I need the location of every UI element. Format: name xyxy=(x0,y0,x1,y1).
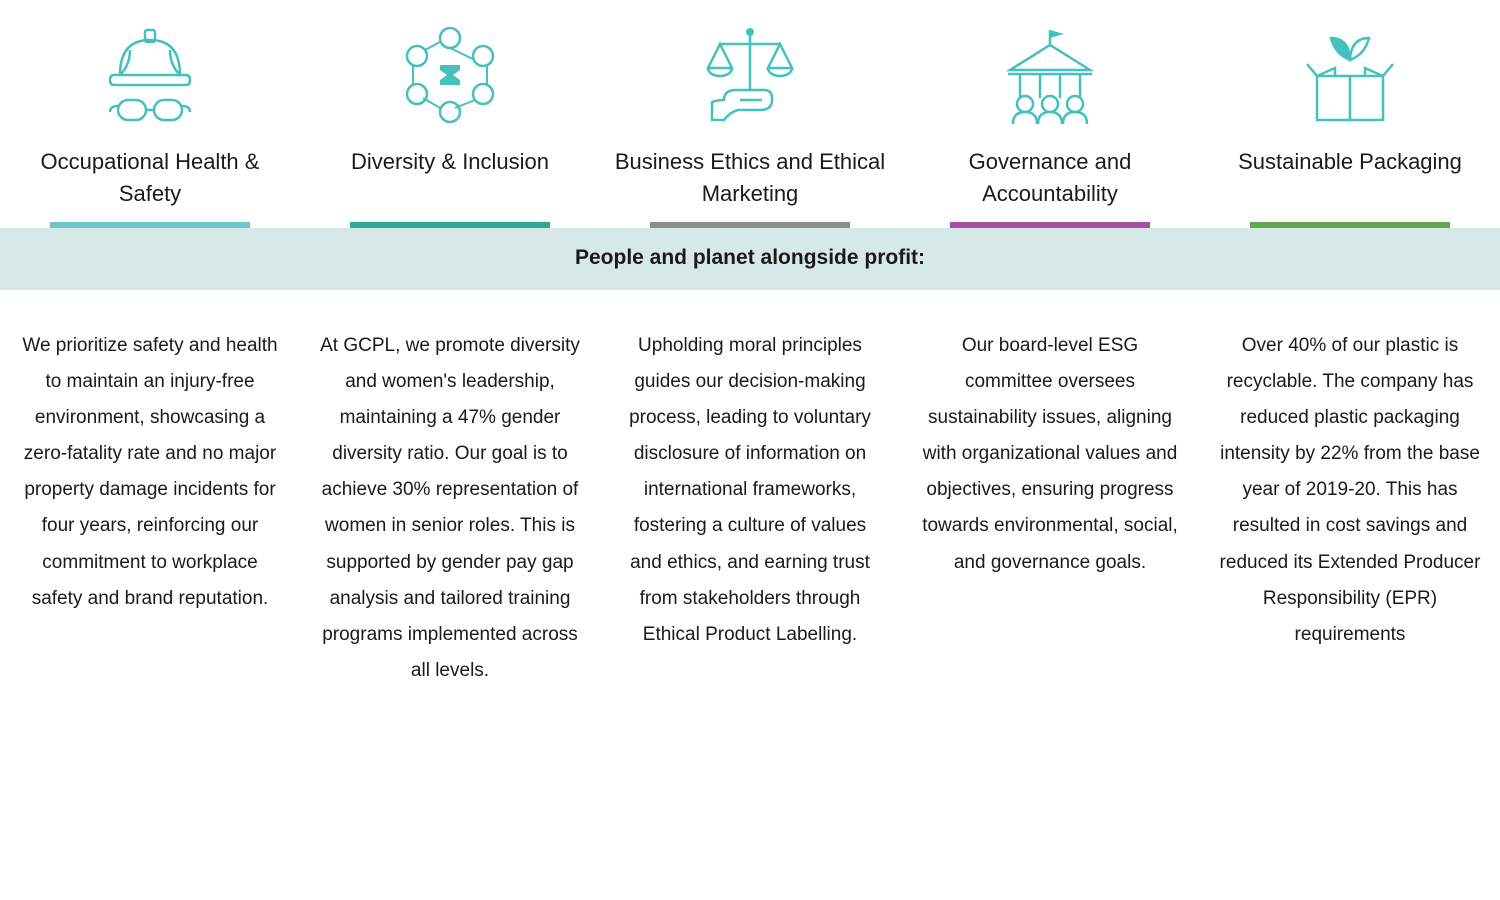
pillar-col-ethics: Business Ethics and Ethical Marketing xyxy=(600,10,900,228)
pillar-body-text: At GCPL, we promote diversity and women'… xyxy=(318,328,582,689)
pillar-col-packaging: Sustainable Packaging xyxy=(1200,10,1500,228)
pillar-body-ethics: Upholding moral principles guides our de… xyxy=(600,328,900,689)
pillar-title: Diversity & Inclusion xyxy=(347,140,553,210)
pillar-underline xyxy=(50,222,250,228)
pillar-body-text: Upholding moral principles guides our de… xyxy=(618,328,882,653)
section-banner: People and planet alongside profit: xyxy=(0,228,1500,290)
pillar-body-text: Over 40% of our plastic is recyclable. T… xyxy=(1218,328,1482,653)
institution-people-icon xyxy=(990,10,1110,140)
pillar-body-governance: Our board-level ESG committee oversees s… xyxy=(900,328,1200,689)
pillar-title: Sustainable Packaging xyxy=(1234,140,1466,210)
pillar-header-row: Occupational Health & Safety Diversity &… xyxy=(0,0,1500,228)
hardhat-goggles-icon xyxy=(100,10,200,140)
pillar-underline xyxy=(350,222,550,228)
people-circle-icon xyxy=(395,10,505,140)
pillar-col-diversity: Diversity & Inclusion xyxy=(300,10,600,228)
box-leaf-icon xyxy=(1295,10,1405,140)
pillar-body-row: We prioritize safety and health to maint… xyxy=(0,290,1500,689)
pillar-body-diversity: At GCPL, we promote diversity and women'… xyxy=(300,328,600,689)
scales-hand-icon xyxy=(690,10,810,140)
pillar-col-governance: Governance and Accountability xyxy=(900,10,1200,228)
pillar-body-safety: We prioritize safety and health to maint… xyxy=(0,328,300,689)
pillar-underline xyxy=(1250,222,1450,228)
pillar-body-packaging: Over 40% of our plastic is recyclable. T… xyxy=(1200,328,1500,689)
pillar-title: Business Ethics and Ethical Marketing xyxy=(610,140,890,210)
pillar-body-text: We prioritize safety and health to maint… xyxy=(18,328,282,617)
pillar-col-safety: Occupational Health & Safety xyxy=(0,10,300,228)
pillar-underline xyxy=(650,222,850,228)
pillar-title: Occupational Health & Safety xyxy=(10,140,290,210)
pillar-body-text: Our board-level ESG committee oversees s… xyxy=(918,328,1182,581)
pillar-underline xyxy=(950,222,1150,228)
pillar-title: Governance and Accountability xyxy=(910,140,1190,210)
